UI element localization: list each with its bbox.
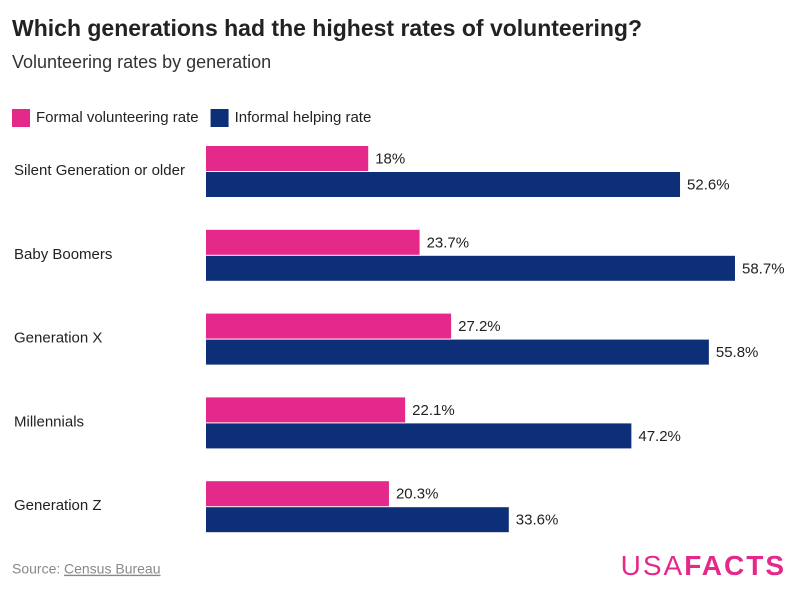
source-label: Source: [12, 561, 60, 577]
bar [206, 146, 369, 171]
legend-label: Informal helping rate [235, 109, 372, 126]
bar [206, 423, 632, 449]
value-label: 58.7% [742, 260, 785, 277]
value-label: 23.7% [427, 234, 470, 251]
bar [206, 339, 709, 365]
bar [206, 313, 452, 339]
value-label: 52.6% [687, 176, 730, 193]
value-label: 55.8% [716, 344, 759, 361]
legend-swatch [12, 109, 30, 127]
legend-swatch [210, 109, 229, 127]
bar [206, 481, 389, 507]
bar [206, 172, 681, 197]
bar [206, 229, 420, 255]
logo: USAFACTS [621, 550, 786, 581]
chart-subtitle: Volunteering rates by generation [12, 52, 271, 72]
bar [206, 255, 735, 281]
legend-label: Formal volunteering rate [36, 109, 199, 126]
bar [206, 397, 406, 423]
value-label: 27.2% [458, 318, 501, 335]
value-label: 47.2% [638, 428, 681, 445]
logo-bold: FACTS [684, 550, 786, 581]
value-label: 20.3% [396, 486, 439, 503]
category-label: Millennials [14, 413, 84, 430]
category-label: Baby Boomers [14, 246, 112, 263]
source-link[interactable]: Census Bureau [64, 561, 161, 577]
category-label: Generation Z [14, 497, 102, 514]
bar [206, 507, 509, 533]
value-label: 22.1% [412, 402, 455, 419]
logo-light: USA [621, 550, 685, 581]
category-label: Silent Generation or older [14, 162, 185, 179]
value-label: 33.6% [516, 512, 559, 529]
chart-title: Which generations had the highest rates … [12, 15, 642, 41]
value-label: 18% [375, 150, 405, 167]
category-label: Generation X [14, 330, 102, 347]
